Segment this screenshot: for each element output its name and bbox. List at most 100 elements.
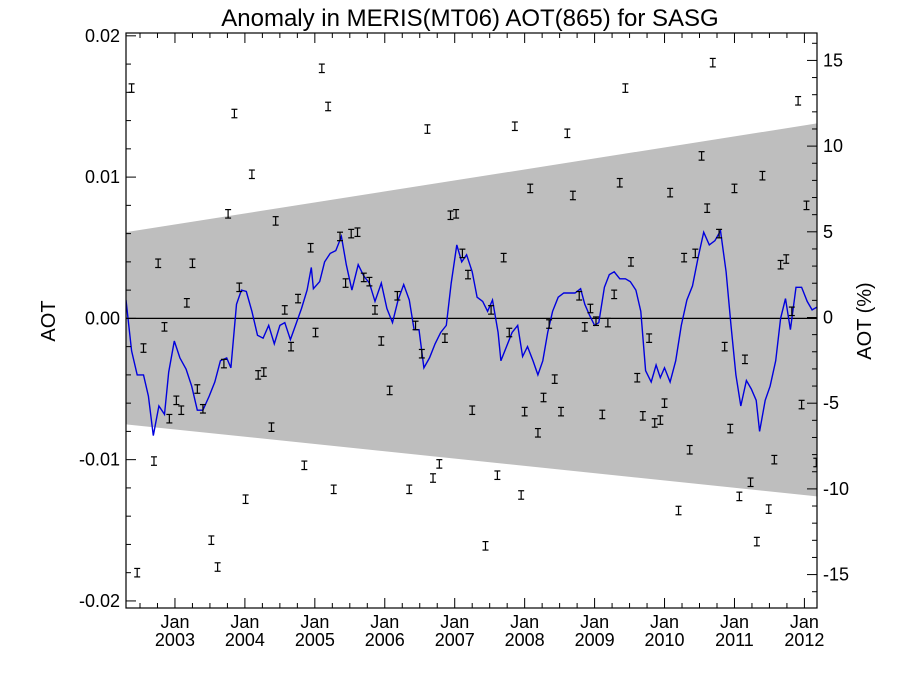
data-point-errorbar [721,341,728,352]
data-point-errorbar [534,427,541,438]
x-tick-label-year: 2008 [505,630,545,650]
data-point-errorbar [465,269,472,280]
y-tick-label-right: -10 [823,479,849,499]
data-point-errorbar [220,358,227,369]
x-tick-label-year: 2004 [225,630,265,650]
x-tick-label-month: Jan [790,612,819,632]
data-point-errorbar [551,374,558,384]
x-tick-label-month: Jan [370,612,399,632]
data-point-errorbar [736,491,743,502]
data-point-errorbar [646,333,653,343]
data-point-errorbar [675,505,682,516]
y-tick-label-right: -15 [823,565,849,585]
y-tick-label-left: -0.02 [79,591,120,611]
y-tick-label-left: -0.01 [79,450,120,470]
data-point-errorbar [747,477,754,488]
data-point-errorbar [777,259,784,270]
x-tick-label-year: 2003 [155,630,195,650]
data-point-errorbar [260,367,267,377]
data-point-errorbar [661,398,668,408]
data-point-errorbar [698,151,705,161]
data-point-errorbar [616,177,623,188]
data-point-errorbar [281,305,288,315]
data-point-errorbar [795,95,802,106]
data-point-errorbar [330,484,337,495]
x-tick-label-month: Jan [580,612,609,632]
data-point-errorbar [394,290,401,301]
data-point-errorbar [518,490,525,500]
data-point-errorbar [418,348,425,359]
x-tick-label-month: Jan [230,612,259,632]
data-point-errorbar [494,470,501,481]
y-tick-label-right: 10 [823,136,843,156]
data-point-errorbar [540,392,547,403]
data-point-errorbar [611,289,618,300]
x-tick-label-month: Jan [650,612,679,632]
data-point-errorbar [225,208,232,219]
data-point-errorbar [318,63,325,74]
plot-area: 0.020.010.00-0.01-0.02151050-5-10-15Jan2… [79,26,849,650]
data-point-errorbar [406,484,413,495]
data-point-errorbar [569,190,576,201]
data-point-errorbar [558,406,565,417]
data-point-errorbar [242,494,249,505]
data-point-errorbar [386,385,393,396]
data-point-errorbar [651,418,658,428]
data-point-errorbar [657,415,664,425]
data-point-errorbar [312,327,319,338]
data-point-errorbar [521,406,528,417]
data-point-errorbar [140,343,147,353]
y-axis-label-right: AOT (%) [854,282,876,359]
data-point-errorbar [727,423,734,434]
x-tick-label-year: 2009 [575,630,615,650]
data-point-errorbar [307,242,314,253]
data-point-errorbar [268,422,275,433]
data-point-errorbar [506,327,513,338]
data-point-errorbar [622,83,629,93]
data-point-errorbar [453,208,460,219]
data-point-errorbar [788,306,795,317]
data-point-errorbar [592,316,599,327]
data-point-errorbar [581,322,588,332]
x-tick-label-month: Jan [510,612,539,632]
x-tick-label-month: Jan [440,612,469,632]
data-point-errorbar [731,183,738,194]
x-tick-label-month: Jan [160,612,189,632]
data-point-errorbar [447,210,454,221]
data-point-errorbar [161,322,168,332]
data-point-errorbar [128,83,135,93]
y-tick-label-left: 0.01 [85,167,120,187]
y-tick-label-right: -5 [823,393,839,413]
y-tick-label-left: 0.00 [85,308,120,328]
data-point-errorbar [166,413,173,424]
data-point-errorbar [194,384,201,394]
x-tick-label-year: 2006 [365,630,405,650]
data-point-errorbar [337,231,344,242]
data-point-errorbar [681,252,688,263]
data-point-errorbar [692,248,699,259]
data-point-errorbar [511,121,518,132]
data-point-errorbar [500,252,507,263]
data-point-errorbar [587,303,594,314]
data-point-errorbar [459,248,466,259]
data-point-errorbar [236,282,243,293]
data-point-errorbar [783,254,790,264]
x-tick-label-month: Jan [300,612,329,632]
x-tick-label-year: 2007 [435,630,475,650]
data-point-errorbar [189,258,196,269]
data-point-errorbar [813,457,817,468]
data-point-errorbar [803,200,810,211]
data-point-errorbar [527,183,534,194]
data-point-errorbar [430,473,437,483]
y-tick-label-right: 15 [823,50,843,70]
data-point-errorbar [716,228,723,239]
data-point-errorbar [441,333,448,343]
data-point-errorbar [765,504,772,514]
data-point-errorbar [214,562,221,572]
data-point-errorbar [155,258,162,269]
data-point-errorbar [634,372,641,383]
data-point-errorbar [469,405,476,416]
plot-frame [125,32,818,609]
y-tick-label-left: 0.02 [85,26,120,46]
data-point-errorbar [709,57,716,68]
